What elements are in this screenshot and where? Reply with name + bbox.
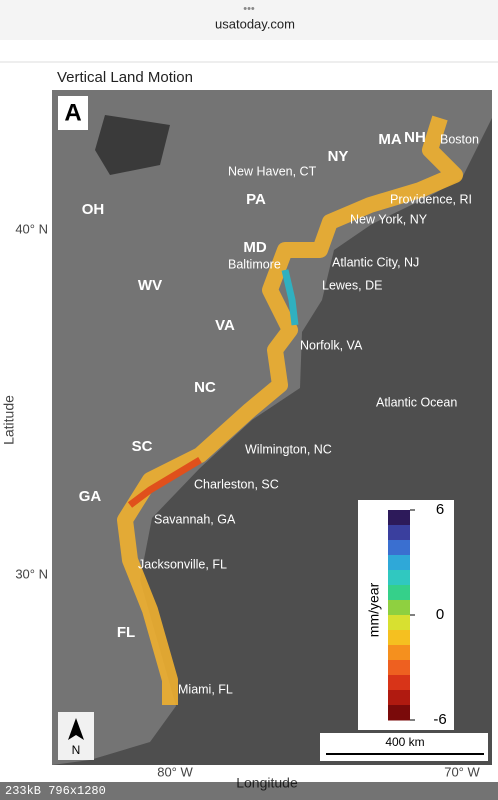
city-label: Providence, RI xyxy=(390,192,472,206)
colorbar-swatch xyxy=(388,585,410,601)
scale-label: 400 km xyxy=(385,735,424,749)
city-label: New Haven, CT xyxy=(228,164,317,178)
colorbar-swatch xyxy=(388,645,410,661)
city-label: Boston xyxy=(440,132,479,146)
y-axis-label: Latitude xyxy=(1,395,17,445)
panel-label: A xyxy=(64,99,81,126)
figure-title: Vertical Land Motion xyxy=(57,69,193,86)
scale-box xyxy=(320,733,488,761)
colorbar-swatch xyxy=(388,570,410,586)
state-label: OH xyxy=(82,201,105,218)
colorbar-swatch xyxy=(388,660,410,676)
state-label: NH xyxy=(404,129,426,146)
colorbar-swatch xyxy=(388,675,410,691)
state-label: VA xyxy=(215,317,235,334)
colorbar-swatch xyxy=(388,540,410,556)
lat-tick-label: 40° N xyxy=(15,221,48,236)
browser-bar xyxy=(0,0,498,40)
colorbar-label: mm/year xyxy=(366,582,382,637)
colorbar-tick-label: 0 xyxy=(436,606,444,623)
state-label: GA xyxy=(79,488,102,505)
city-label: Norfolk, VA xyxy=(300,338,363,352)
city-label: Miami, FL xyxy=(178,682,233,696)
colorbar-swatch xyxy=(388,615,410,631)
north-label: N xyxy=(72,743,81,757)
footer: 233kB 796x1280 xyxy=(5,784,106,798)
state-label: NY xyxy=(328,148,349,165)
city-label: Wilmington, NC xyxy=(245,442,332,456)
coastal-band-low xyxy=(127,456,202,508)
url[interactable]: usatoday.com xyxy=(215,16,295,31)
colorbar-swatch xyxy=(388,525,410,541)
city-label: New York, NY xyxy=(350,212,428,226)
lake xyxy=(95,115,170,175)
lat-tick-label: 30° N xyxy=(15,566,48,581)
state-label: WV xyxy=(138,277,162,294)
ocean-label: Atlantic Ocean xyxy=(376,395,457,409)
city-label: Lewes, DE xyxy=(322,278,382,292)
city-label: Jacksonville, FL xyxy=(138,557,227,571)
colorbar-tick-label: 6 xyxy=(436,501,444,518)
state-label: SC xyxy=(132,438,153,455)
lon-tick-label: 70° W xyxy=(444,764,480,779)
land xyxy=(52,90,492,765)
city-label: Savannah, GA xyxy=(154,512,236,526)
state-label: MD xyxy=(243,239,266,256)
colorbar-swatch xyxy=(388,630,410,646)
coastal-band xyxy=(117,115,463,705)
state-label: FL xyxy=(117,624,135,641)
footer-bar xyxy=(0,782,498,800)
colorbar-swatch xyxy=(388,705,410,721)
state-label: MA xyxy=(378,131,401,148)
lon-tick-label: 80° W xyxy=(157,764,193,779)
colorbar-swatch xyxy=(388,600,410,616)
colorbar-swatch xyxy=(388,555,410,571)
city-label: Atlantic City, NJ xyxy=(332,255,419,269)
north-arrow xyxy=(68,718,84,740)
panel-box xyxy=(58,96,88,130)
colorbar-swatch xyxy=(388,690,410,706)
state-label: PA xyxy=(246,191,266,208)
coastal-band-high xyxy=(281,269,299,326)
colorbar-swatch xyxy=(388,510,410,526)
city-label: Charleston, SC xyxy=(194,477,279,491)
colorbar-tick-label: -6 xyxy=(433,711,446,728)
city-label: Baltimore xyxy=(228,257,281,271)
menu-dots[interactable]: ••• xyxy=(243,3,255,15)
state-label: NC xyxy=(194,379,216,396)
